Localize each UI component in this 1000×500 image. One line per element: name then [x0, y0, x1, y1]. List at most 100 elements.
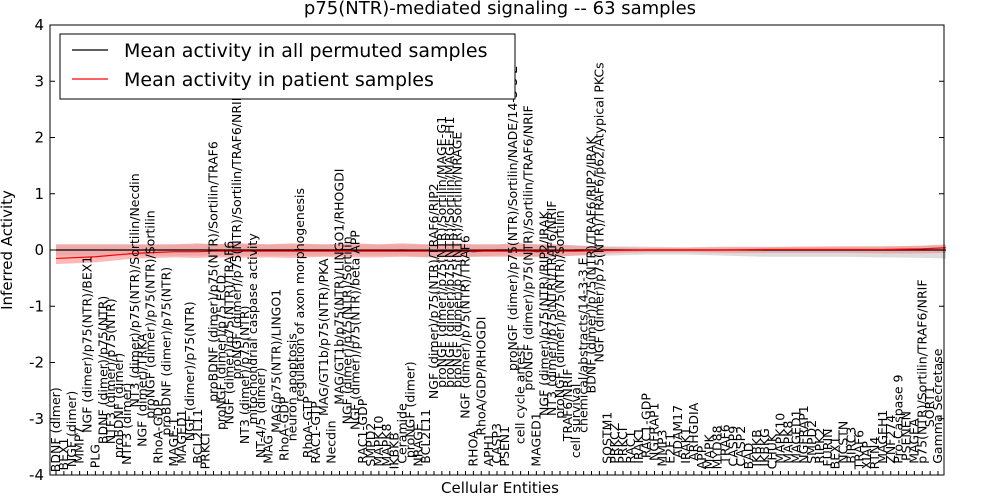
- category-label: MAGEA: [906, 418, 921, 464]
- category-label: TRAF6: [851, 430, 866, 471]
- category-label: ZNF274: [883, 415, 898, 464]
- category-label: SQSTM1: [599, 412, 614, 464]
- category-label: NT-4/5 (dimer): [253, 368, 268, 459]
- category-label: neuron apoptosis: [284, 333, 299, 441]
- category-label: chemical/abstracts/14-3-3 E: [576, 257, 591, 432]
- category-label: NGFRAP1: [647, 402, 662, 460]
- category-label: NGF (dimer)/p75(NTR)/TRAF6/p62/Atypical …: [591, 62, 606, 362]
- y-tick-label: 4: [34, 16, 44, 34]
- category-label: NT3 (dimer)/p75(NTR)/TRAF6/NRIF: [544, 201, 559, 416]
- category-label: MAGED1: [528, 412, 543, 466]
- category-label: BEX1: [56, 438, 71, 471]
- category-label: Ceramide: [395, 403, 410, 464]
- category-label: PSENEN: [899, 411, 914, 461]
- category-label: proNGF (dimer)/p75(NTR)/Sortilin/MAGE-H1: [442, 117, 457, 388]
- category-label: BAD: [741, 443, 756, 470]
- category-label: RhoA-GTP: [300, 396, 315, 458]
- category-label: PRKCI: [198, 433, 213, 469]
- category-label: proNGF (dimer)/p75(NTR)/Sortilin: [143, 210, 158, 418]
- category-label: proNGF (dimer)/p75(NTR)/Sortilin/TRAF6/N…: [521, 105, 536, 390]
- category-label: proNGF (dimer)/p75(NTR)/Sortilin/TRAF6/N…: [229, 94, 244, 379]
- y-axis-label: Inferred Activity: [0, 190, 16, 310]
- category-label: BDNF (dimer)/p75(NTR)/TRAF6/RIP2/IRAK: [584, 136, 599, 394]
- category-label: mitochondrial caspase activity: [245, 233, 260, 425]
- category-label: proBDNF (dimer): [111, 353, 126, 458]
- x-axis-label: Cellular Entities: [441, 479, 559, 497]
- category-label: proBDNF (dimer)/p75(NTR): [158, 267, 173, 436]
- plot-frame: [49, 24, 945, 476]
- category-label: MYD88: [710, 425, 725, 469]
- category-label: NTF3 (dimer): [119, 383, 134, 465]
- category-label: MAG/GT1b/p75(NTR)/PKA: [316, 258, 331, 416]
- category-label: NGF (dimer)/p75(NTR)/TRAF6/RIP2: [426, 183, 441, 399]
- legend-box: [59, 33, 516, 100]
- category-label: SORT1: [922, 386, 937, 427]
- category-label: NGF (dimer)/TRKA: [135, 333, 150, 447]
- category-label: cell cycle arrest: [513, 346, 528, 444]
- category-label: NCSTN: [836, 421, 851, 464]
- category-label: RTN4: [867, 437, 882, 470]
- category-label: proNGF (dimer)/p75(NTR)/Sortilin: [552, 210, 567, 418]
- category-label: MAG: [261, 435, 276, 464]
- category-label: MMP3: [654, 430, 669, 467]
- category-label: BCL2L11: [190, 409, 205, 464]
- category-label: SMPD2: [804, 420, 819, 464]
- series-lines: [50, 247, 946, 260]
- y-tick-label: 2: [34, 129, 44, 147]
- category-label: NTF3 (dimer)/p75(NTR): [103, 298, 118, 444]
- band-patient: [56, 243, 946, 265]
- category-label: MAPK: [702, 434, 717, 470]
- category-label: MMP7: [72, 427, 87, 464]
- category-label: MAG/GT1b/p75(NTR)/LINGO1/RHOGDI: [332, 169, 347, 405]
- category-label: MAPK8: [379, 423, 394, 466]
- category-label: NGF (dimer)/p75(NTR)/beta APP: [347, 230, 362, 430]
- category-label: RHOA: [465, 430, 480, 467]
- category-label: ARHGDIA: [686, 402, 701, 461]
- category-label: CASP2: [733, 426, 748, 467]
- legend-label-patient: Mean activity in patient samples: [124, 69, 434, 91]
- category-label: PRKCZ: [607, 423, 622, 464]
- category-label: BEX1: [828, 436, 843, 469]
- category-label: NT3 (dimer)/p75(NTR): [237, 306, 252, 445]
- category-label: MAPK8: [780, 421, 795, 464]
- y-tick-label: 1: [34, 185, 44, 203]
- x-axis-ticks: [55, 471, 939, 475]
- category-label: CASP9: [725, 426, 740, 467]
- category-label: SMPD2: [363, 423, 378, 467]
- category-label: CHUK: [765, 433, 780, 469]
- category-label: NGF (dimer)/p75(NTR)/RIP2/IRAK: [536, 210, 551, 416]
- category-label: FURIN: [820, 429, 835, 467]
- category-label: RAC1-GDP: [355, 398, 370, 463]
- category-label: proNGF (dimer)/p75 ECD: [213, 275, 228, 430]
- category-label: NGF (dimer)/p75(NTR)/BEX1: [80, 256, 95, 433]
- category-label: TRAF6/NRIF: [560, 369, 575, 443]
- category-label: RIPK2: [812, 428, 827, 464]
- series-line-patient: [55, 247, 946, 260]
- category-label: NGF (dimer)/p75(NTR)/TRAF6: [221, 241, 236, 425]
- category-label: RhoA-GDP: [150, 399, 165, 464]
- category-label: Gamma Secretase: [930, 348, 945, 463]
- chart-title: p75(NTR)-mediated signaling -- 63 sample…: [304, 0, 696, 19]
- category-label: IRAK1: [631, 427, 646, 464]
- category-label: APP: [694, 445, 709, 469]
- y-tick-label: -4: [29, 466, 44, 484]
- category-label: NGFRAP1: [796, 405, 811, 463]
- category-label: TRAF6: [717, 424, 732, 465]
- category-label: RAC1-GDP: [639, 393, 654, 458]
- category-label: RhoA/GDP/RHOGDI: [473, 317, 488, 436]
- category-label: NT3 (dimer)/p75(NTR)/Sortilin/Necdin: [127, 173, 142, 407]
- category-label: ADAM17: [670, 405, 685, 458]
- category-label: proNGF (dimer)/p75(NTR)/Sortilin/MAGE-G1: [434, 116, 449, 388]
- category-label: BCL2L11: [418, 409, 433, 464]
- category-label: PRKCI: [615, 428, 630, 464]
- category-label: BDNF (dimer)/p75(NTR): [95, 296, 110, 444]
- category-label: MAGED1: [788, 409, 803, 463]
- category-label: regulation of axon morphogenesis: [292, 188, 307, 402]
- category-label: E2F1: [662, 433, 677, 464]
- category-label: MAG/p75(NTR)/LINGO1: [269, 289, 284, 433]
- category-label: BIRC3: [843, 427, 858, 464]
- category-label: MAGED1: [174, 409, 189, 463]
- category-label: APH1: [481, 433, 496, 466]
- category-label: IRAK1: [678, 427, 693, 464]
